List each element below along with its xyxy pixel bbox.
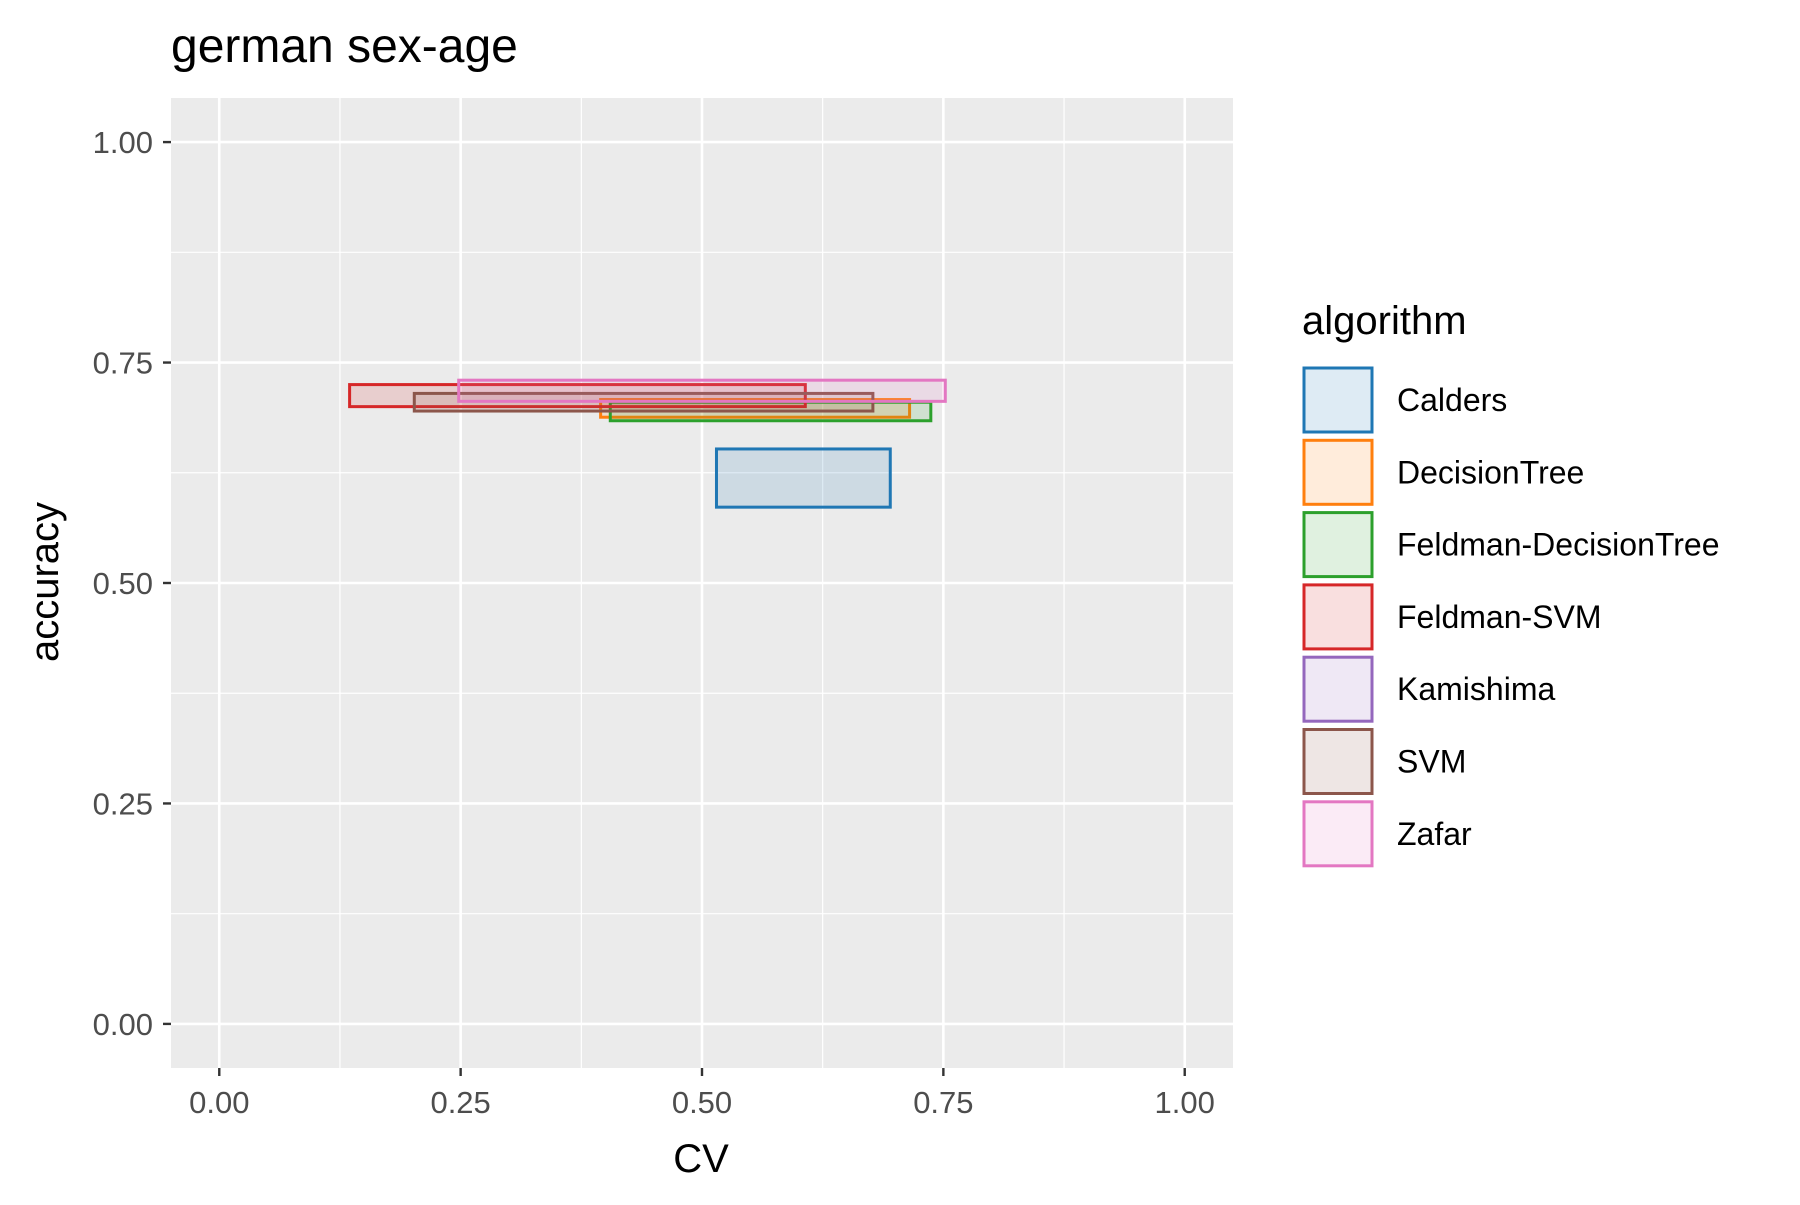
x-tick-label: 0.50	[672, 1085, 732, 1120]
legend-title: algorithm	[1302, 299, 1467, 343]
range-box-zafar	[457, 378, 947, 403]
legend-key-kamishima	[1302, 655, 1374, 723]
legend-label-svm: SVM	[1397, 744, 1466, 780]
y-tick-label: 0.50	[93, 566, 153, 601]
legend-label-kamishima: Kamishima	[1397, 671, 1555, 707]
y-tick-label: 0.75	[93, 346, 153, 381]
y-tick-label: 1.00	[93, 125, 153, 160]
legend-key-feldman-svm	[1302, 583, 1374, 651]
legend-label-feldman-svm: Feldman-SVM	[1397, 599, 1602, 635]
legend-key-zafar	[1302, 800, 1374, 868]
plot-area: 0.00 0.25 0.50 0.75 1.00 0.00 0.25 0.50 0.75 1.00	[93, 98, 1233, 1120]
y-axis-label: accuracy	[23, 502, 67, 662]
legend-key-decisiontree	[1302, 438, 1374, 506]
legend: Calders DecisionTree Feldman-DecisionTree F…	[1302, 366, 1719, 868]
range-box-decisiontree	[599, 398, 912, 419]
chart-title: german sex-age	[171, 20, 518, 73]
legend-key-calders	[1302, 366, 1374, 434]
y-tick-label: 0.00	[93, 1007, 153, 1042]
legend-key-svm	[1302, 728, 1374, 795]
x-tick-label: 0.00	[189, 1085, 249, 1120]
legend-label-decisiontree: DecisionTree	[1397, 454, 1584, 490]
legend-label-calders: Calders	[1397, 382, 1507, 418]
y-tick-label: 0.25	[93, 786, 153, 821]
legend-key-feldman-decisiontree	[1302, 511, 1374, 579]
x-tick-label: 0.25	[430, 1085, 490, 1120]
range-box-calders	[714, 447, 892, 509]
x-tick-label: 1.00	[1155, 1085, 1215, 1120]
x-axis-label: CV	[673, 1137, 729, 1181]
x-tick-label: 0.75	[913, 1085, 973, 1120]
legend-label-zafar: Zafar	[1397, 816, 1472, 852]
legend-label-feldman-decisiontree: Feldman-DecisionTree	[1397, 527, 1719, 563]
